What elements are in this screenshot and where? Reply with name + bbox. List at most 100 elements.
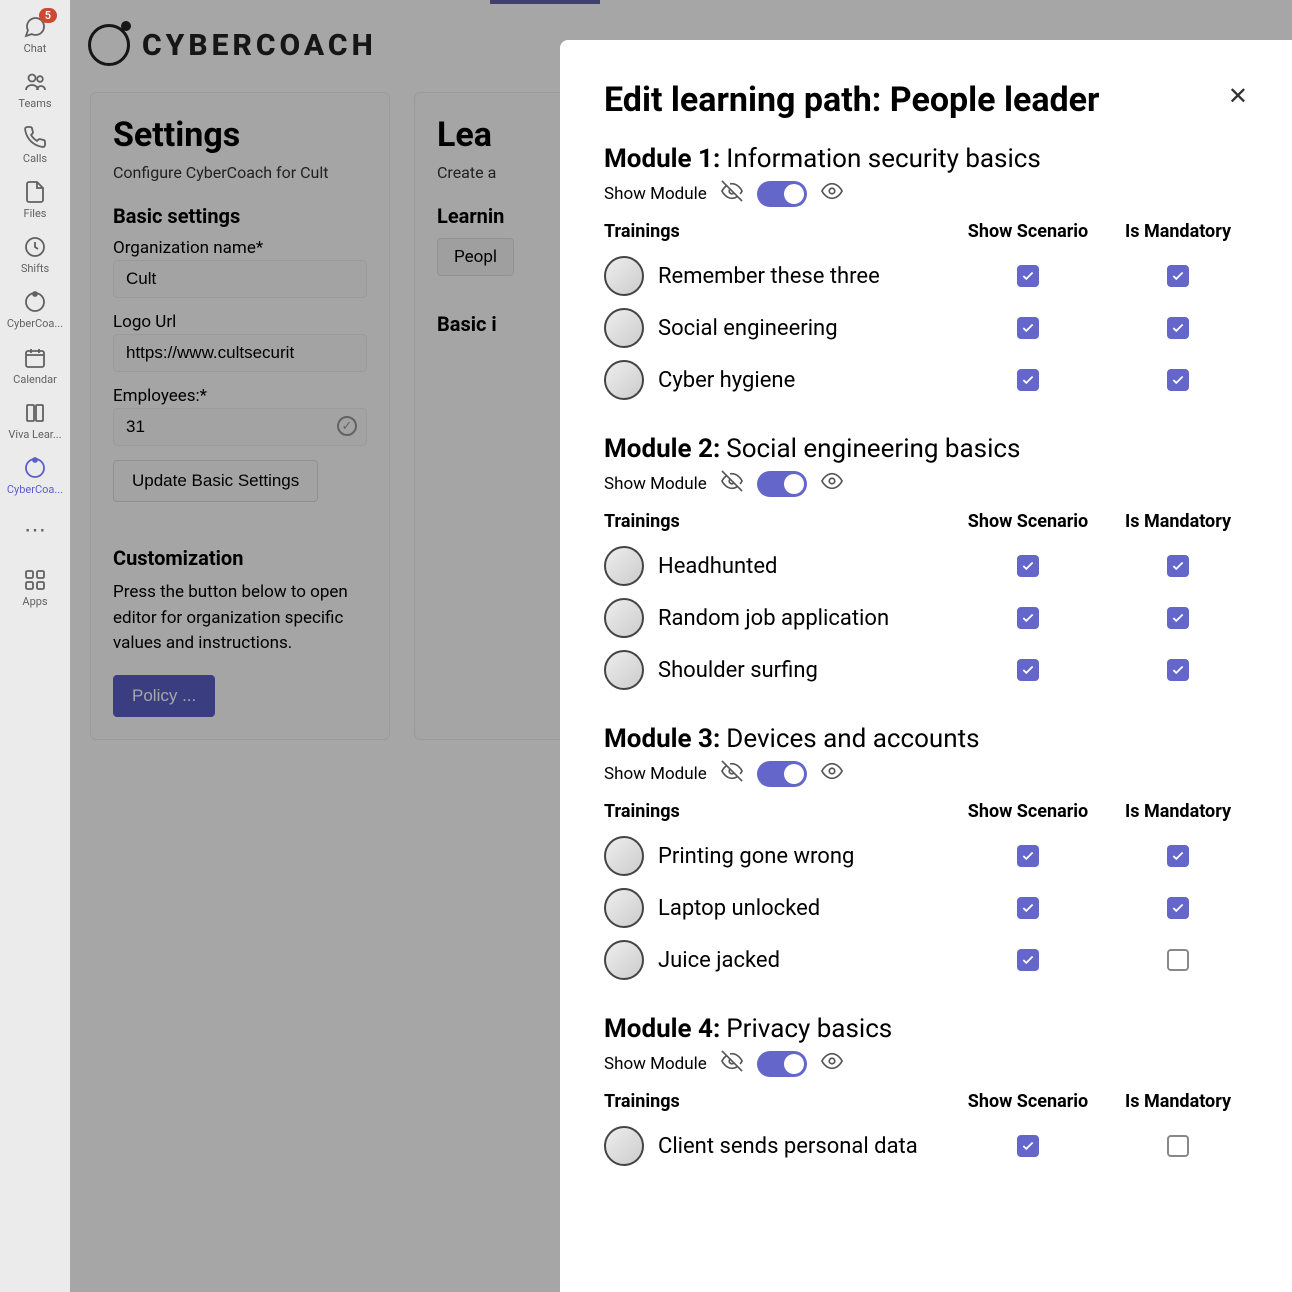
- rail-label: Chat: [24, 43, 47, 55]
- rail-label: CyberCoa...: [7, 318, 63, 330]
- rail-item-chat[interactable]: 5 Chat: [3, 6, 67, 61]
- rail-icon: [22, 400, 48, 426]
- show-scenario-checkbox[interactable]: [1017, 265, 1039, 287]
- training-row: Client sends personal data: [604, 1120, 1248, 1172]
- training-icon: [604, 256, 644, 296]
- rail-icon: [22, 179, 48, 205]
- main-area: CYBERCOACH Settings Configure CyberCoach…: [70, 0, 1292, 1292]
- training-icon: [604, 650, 644, 690]
- training-name: Remember these three: [604, 256, 948, 296]
- show-scenario-checkbox[interactable]: [1017, 659, 1039, 681]
- show-scenario-checkbox[interactable]: [1017, 607, 1039, 629]
- training-row: Printing gone wrong: [604, 830, 1248, 882]
- edit-learning-path-dialog: ✕ Edit learning path: People leader Modu…: [560, 40, 1292, 1292]
- training-row: Headhunted: [604, 540, 1248, 592]
- show-scenario-checkbox[interactable]: [1017, 897, 1039, 919]
- notification-badge: 5: [39, 8, 57, 23]
- show-module-row: Show Module: [604, 470, 1248, 497]
- rail-item-shifts[interactable]: Shifts: [3, 226, 67, 281]
- show-scenario-checkbox[interactable]: [1017, 1135, 1039, 1157]
- mandatory-checkbox[interactable]: [1167, 607, 1189, 629]
- show-module-toggle[interactable]: [757, 181, 807, 207]
- rail-item-calendar[interactable]: Calendar: [3, 337, 67, 392]
- show-scenario-checkbox[interactable]: [1017, 949, 1039, 971]
- training-row: Social engineering: [604, 302, 1248, 354]
- trainings-col-label: Trainings: [604, 511, 948, 532]
- module-heading: Module 1:Information security basics: [604, 144, 1248, 174]
- mandatory-checkbox[interactable]: [1167, 265, 1189, 287]
- trainings-col-label: Trainings: [604, 1091, 948, 1112]
- trainings-header: TrainingsShow ScenarioIs Mandatory: [604, 221, 1248, 242]
- training-icon: [604, 546, 644, 586]
- rail-label: Shifts: [21, 263, 49, 275]
- show-scenario-checkbox[interactable]: [1017, 845, 1039, 867]
- mandatory-checkbox[interactable]: [1167, 1135, 1189, 1157]
- training-icon: [604, 940, 644, 980]
- trainings-col-label: Trainings: [604, 221, 948, 242]
- rail-icon: [22, 345, 48, 371]
- rail-apps[interactable]: Apps: [3, 559, 67, 614]
- show-scenario-col-label: Show Scenario: [948, 1091, 1108, 1112]
- training-name: Headhunted: [604, 546, 948, 586]
- rail-item-cybercoa-[interactable]: CyberCoa...: [3, 281, 67, 336]
- module-heading: Module 3:Devices and accounts: [604, 724, 1248, 754]
- show-scenario-col-label: Show Scenario: [948, 511, 1108, 532]
- mandatory-checkbox[interactable]: [1167, 949, 1189, 971]
- training-icon: [604, 836, 644, 876]
- mandatory-checkbox[interactable]: [1167, 897, 1189, 919]
- show-scenario-col-label: Show Scenario: [948, 221, 1108, 242]
- eye-off-icon: [721, 470, 743, 497]
- rail-icon: [22, 455, 48, 481]
- rail-label: Files: [24, 208, 47, 220]
- training-name: Cyber hygiene: [604, 360, 948, 400]
- eye-off-icon: [721, 180, 743, 207]
- training-icon: [604, 1126, 644, 1166]
- show-module-toggle[interactable]: [757, 1051, 807, 1077]
- training-row: Remember these three: [604, 250, 1248, 302]
- training-row: Juice jacked: [604, 934, 1248, 986]
- show-scenario-col-label: Show Scenario: [948, 801, 1108, 822]
- training-row: Laptop unlocked: [604, 882, 1248, 934]
- eye-on-icon: [821, 470, 843, 497]
- eye-off-icon: [721, 760, 743, 787]
- mandatory-checkbox[interactable]: [1167, 369, 1189, 391]
- show-scenario-checkbox[interactable]: [1017, 555, 1039, 577]
- training-name: Printing gone wrong: [604, 836, 948, 876]
- close-icon[interactable]: ✕: [1228, 82, 1248, 111]
- rail-item-viva-lear-[interactable]: Viva Lear...: [3, 392, 67, 447]
- show-module-toggle[interactable]: [757, 761, 807, 787]
- rail-more[interactable]: ⋯: [24, 504, 46, 557]
- eye-off-icon: [721, 1050, 743, 1077]
- rail-item-teams[interactable]: Teams: [3, 61, 67, 116]
- rail-item-files[interactable]: Files: [3, 171, 67, 226]
- teams-rail: 5 Chat Teams Calls Files Shifts CyberCoa... Cal…: [0, 0, 70, 1292]
- module-block: Module 1:Information security basics Show…: [604, 144, 1248, 406]
- mandatory-col-label: Is Mandatory: [1108, 1091, 1248, 1112]
- training-icon: [604, 360, 644, 400]
- show-scenario-checkbox[interactable]: [1017, 317, 1039, 339]
- rail-label: CyberCoa...: [7, 484, 63, 496]
- show-module-label: Show Module: [604, 764, 707, 784]
- mandatory-col-label: Is Mandatory: [1108, 801, 1248, 822]
- show-scenario-checkbox[interactable]: [1017, 369, 1039, 391]
- mandatory-checkbox[interactable]: [1167, 659, 1189, 681]
- mandatory-col-label: Is Mandatory: [1108, 511, 1248, 532]
- rail-icon: [22, 69, 48, 95]
- training-name: Laptop unlocked: [604, 888, 948, 928]
- mandatory-checkbox[interactable]: [1167, 555, 1189, 577]
- training-name: Client sends personal data: [604, 1126, 948, 1166]
- show-module-toggle[interactable]: [757, 471, 807, 497]
- eye-on-icon: [821, 760, 843, 787]
- mandatory-checkbox[interactable]: [1167, 317, 1189, 339]
- module-heading: Module 4:Privacy basics: [604, 1014, 1248, 1044]
- rail-item-cybercoa-[interactable]: CyberCoa...: [3, 447, 67, 502]
- training-row: Shoulder surfing: [604, 644, 1248, 696]
- rail-item-calls[interactable]: Calls: [3, 116, 67, 171]
- mandatory-checkbox[interactable]: [1167, 845, 1189, 867]
- training-name: Social engineering: [604, 308, 948, 348]
- training-row: Cyber hygiene: [604, 354, 1248, 406]
- rail-icon: [22, 124, 48, 150]
- rail-label: Calls: [23, 153, 47, 165]
- training-icon: [604, 308, 644, 348]
- rail-label: Viva Lear...: [8, 429, 61, 441]
